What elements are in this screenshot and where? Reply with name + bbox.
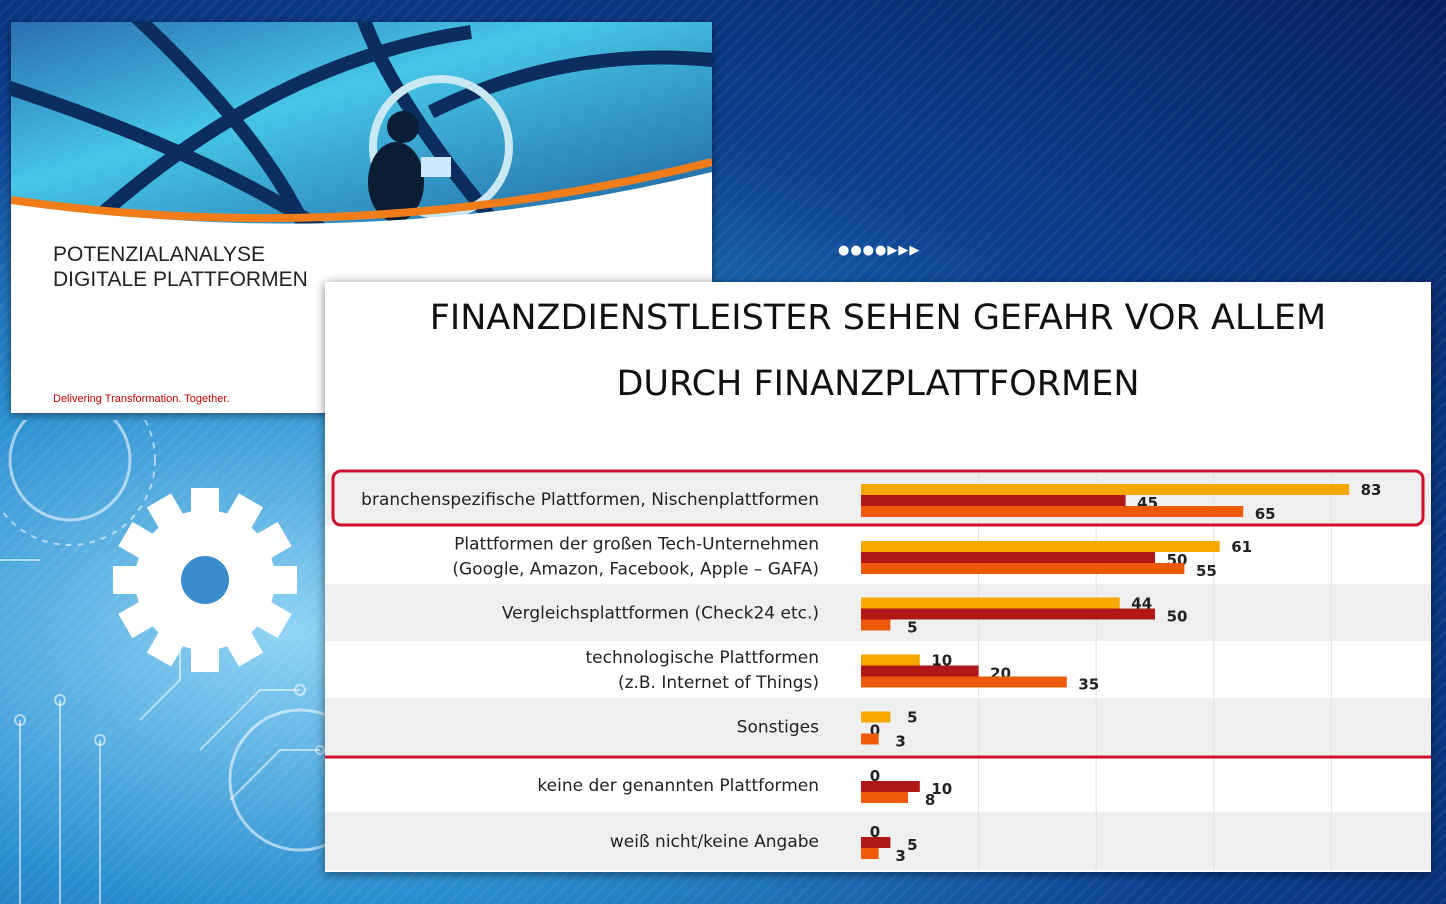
- data-label: 3: [895, 847, 905, 865]
- chart-slide: FINANZDIENSTLEISTER SEHEN GEFAHR VOR ALL…: [325, 282, 1431, 872]
- bar: [861, 597, 1120, 609]
- arrows-decoration: ●●●●▶▶▶: [838, 243, 921, 258]
- category-label: technologische Plattformen: [586, 648, 820, 668]
- category-label: (z.B. Internet of Things): [618, 673, 819, 693]
- bar: [861, 654, 920, 666]
- bar: [861, 837, 891, 848]
- circuit-background: [0, 420, 330, 904]
- data-label: 5: [907, 709, 917, 727]
- data-label: 5: [907, 619, 917, 637]
- bar: [861, 665, 979, 677]
- bar: [861, 792, 909, 803]
- bar: [861, 541, 1220, 552]
- data-label: 10: [931, 652, 952, 670]
- category-label: keine der genannten Plattformen: [537, 776, 819, 796]
- bar: [861, 495, 1126, 506]
- category-label: Sonstiges: [737, 718, 819, 738]
- data-label: 65: [1255, 505, 1276, 523]
- cover-title-line2: DIGITALE PLATTFORMEN: [53, 268, 308, 291]
- cover-image: [11, 22, 712, 227]
- data-label: 35: [1078, 676, 1099, 694]
- row-background: [325, 698, 1431, 755]
- bar: [861, 484, 1350, 495]
- bar: [861, 848, 879, 859]
- category-label: branchenspezifische Plattformen, Nischen…: [361, 490, 819, 510]
- data-label: 10: [931, 780, 952, 798]
- data-label: 0: [870, 767, 880, 785]
- data-label: 3: [895, 733, 905, 751]
- data-label: 61: [1231, 538, 1252, 556]
- bar: [861, 676, 1067, 688]
- data-label: 0: [870, 722, 880, 740]
- gear-icon: [113, 488, 297, 672]
- slide-title-line1: FINANZDIENSTLEISTER SEHEN GEFAHR VOR ALL…: [429, 298, 1327, 338]
- data-label: 83: [1361, 481, 1382, 499]
- data-label: 55: [1196, 562, 1217, 580]
- cover-tagline: Delivering Transformation. Together.: [53, 393, 230, 405]
- bar: [861, 506, 1244, 517]
- highlight-box: [331, 469, 1425, 527]
- data-label: 5: [907, 836, 917, 854]
- slide-title-line2: DURCH FINANZPLATTFORMEN: [616, 364, 1140, 404]
- bar: [861, 781, 920, 792]
- cover-title-line1: POTENZIALANALYSE: [53, 243, 266, 266]
- category-label: weiß nicht/keine Angabe: [610, 832, 819, 852]
- bar: [861, 608, 1155, 620]
- bar-chart: branchenspezifische Plattformen, Nischen…: [325, 469, 1431, 872]
- data-label: 44: [1131, 595, 1152, 613]
- bar: [861, 563, 1185, 574]
- category-label: Vergleichsplattformen (Check24 etc.): [502, 604, 819, 624]
- category-label: Plattformen der großen Tech-Unternehmen: [454, 535, 819, 555]
- bar: [861, 552, 1155, 563]
- bar: [861, 619, 891, 631]
- category-label: (Google, Amazon, Facebook, Apple – GAFA): [452, 560, 819, 580]
- cover-title: POTENZIALANALYSE DIGITALE PLATTFORMEN: [53, 242, 308, 292]
- bar: [861, 711, 891, 723]
- data-label: 0: [870, 823, 880, 841]
- data-label: 8: [925, 791, 935, 809]
- data-label: 50: [1167, 608, 1188, 626]
- bar: [861, 733, 879, 745]
